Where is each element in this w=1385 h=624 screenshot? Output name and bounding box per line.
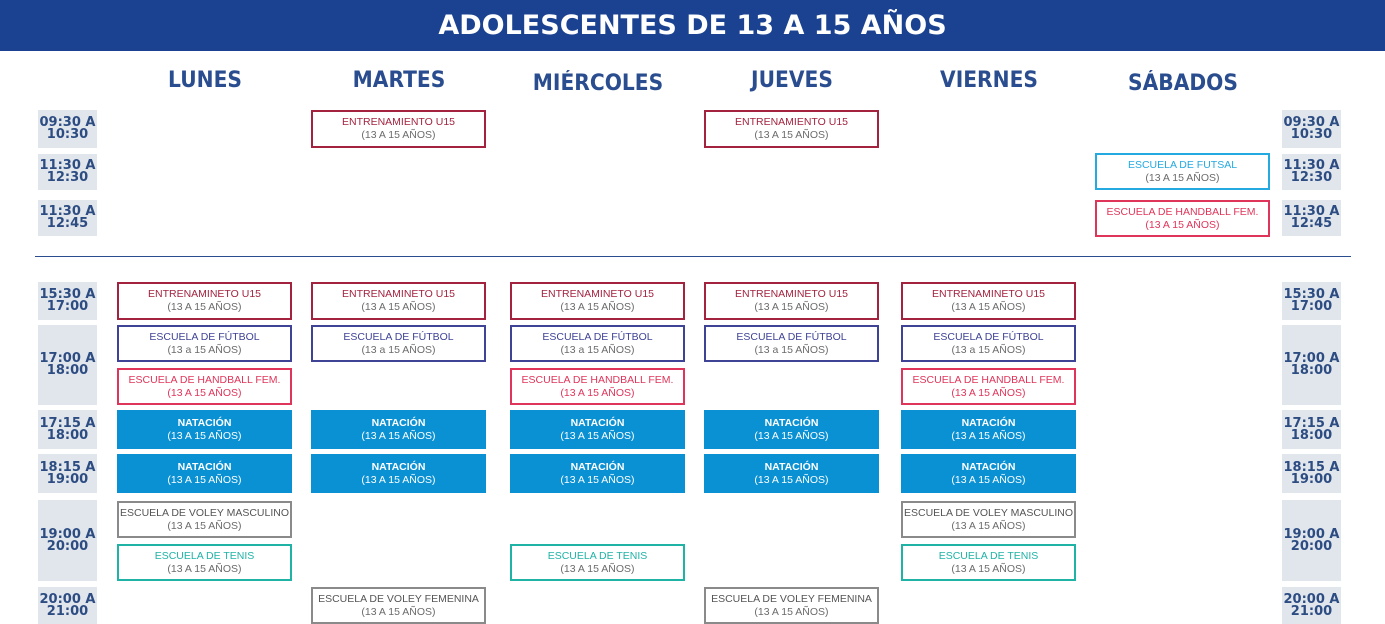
activity-card[interactable]: NATACIÓN (13 A 15 AÑOS): [704, 410, 879, 449]
time-slot-left: 17:00 A 18:00: [38, 325, 97, 405]
activity-card[interactable]: ESCUELA DE HANDBALL FEM. (13 A 15 AÑOS): [901, 368, 1076, 405]
activity-card[interactable]: NATACIÓN (13 A 15 AÑOS): [901, 454, 1076, 493]
activity-card[interactable]: ESCUELA DE HANDBALL FEM. (13 A 15 AÑOS): [510, 368, 685, 405]
time-slot-right: 17:00 A 18:00: [1282, 325, 1341, 405]
page-title: ADOLESCENTES DE 13 A 15 AÑOS: [0, 0, 1385, 51]
time-slot-left: 09:30 A 10:30: [38, 110, 97, 148]
activity-card[interactable]: ENTRENAMINETO U15 (13 A 15 AÑOS): [704, 282, 879, 320]
time-slot-left: 11:30 A 12:45: [38, 200, 97, 236]
activity-card[interactable]: ESCUELA DE FÚTBOL (13 a 15 AÑOS): [117, 325, 292, 362]
time-slot-right: 20:00 A 21:00: [1282, 587, 1341, 624]
activity-card[interactable]: ESCUELA DE TENIS (13 A 15 AÑOS): [901, 544, 1076, 581]
activity-card[interactable]: ESCUELA DE TENIS (13 A 15 AÑOS): [117, 544, 292, 581]
day-header-thursday: JUEVES: [751, 68, 833, 93]
activity-card[interactable]: ESCUELA DE FÚTBOL (13 a 15 AÑOS): [901, 325, 1076, 362]
time-slot-left: 18:15 A 19:00: [38, 454, 97, 493]
activity-card[interactable]: ESCUELA DE FÚTBOL (13 a 15 AÑOS): [510, 325, 685, 362]
time-slot-right: 11:30 A 12:45: [1282, 200, 1341, 236]
activity-card[interactable]: ESCUELA DE HANDBALL FEM. (13 A 15 AÑOS): [1095, 200, 1270, 237]
activity-card[interactable]: NATACIÓN (13 A 15 AÑOS): [311, 410, 486, 449]
activity-card[interactable]: ESCUELA DE VOLEY FEMENINA (13 A 15 AÑOS): [704, 587, 879, 624]
time-slot-left: 20:00 A 21:00: [38, 587, 97, 624]
activity-card[interactable]: ENTRENAMIENTO U15 (13 A 15 AÑOS): [311, 110, 486, 148]
time-slot-right: 18:15 A 19:00: [1282, 454, 1341, 493]
activity-card[interactable]: ENTRENAMINETO U15 (13 A 15 AÑOS): [510, 282, 685, 320]
activity-card[interactable]: NATACIÓN (13 A 15 AÑOS): [704, 454, 879, 493]
time-slot-right: 09:30 A 10:30: [1282, 110, 1341, 148]
time-slot-left: 15:30 A 17:00: [38, 282, 97, 320]
time-slot-right: 19:00 A 20:00: [1282, 500, 1341, 581]
day-header-wednesday: MIÉRCOLES: [532, 71, 664, 96]
day-header-monday: LUNES: [168, 68, 242, 93]
activity-card[interactable]: ENTRENAMINETO U15 (13 A 15 AÑOS): [117, 282, 292, 320]
activity-card[interactable]: NATACIÓN (13 A 15 AÑOS): [901, 410, 1076, 449]
day-header-saturday: SÁBADOS: [1128, 71, 1238, 96]
activity-card[interactable]: NATACIÓN (13 A 15 AÑOS): [510, 454, 685, 493]
time-slot-right: 11:30 A 12:30: [1282, 154, 1341, 190]
activity-card[interactable]: ESCUELA DE HANDBALL FEM. (13 A 15 AÑOS): [117, 368, 292, 405]
activity-card[interactable]: ESCUELA DE FUTSAL (13 A 15 AÑOS): [1095, 153, 1270, 190]
activity-card[interactable]: ENTRENAMIENTO U15 (13 A 15 AÑOS): [704, 110, 879, 148]
activity-card[interactable]: ENTRENAMINETO U15 (13 A 15 AÑOS): [901, 282, 1076, 320]
activity-card[interactable]: ESCUELA DE VOLEY MASCULINO (13 A 15 AÑOS): [901, 501, 1076, 538]
activity-card[interactable]: ESCUELA DE FÚTBOL (13 a 15 AÑOS): [311, 325, 486, 362]
activity-card[interactable]: ESCUELA DE TENIS (13 A 15 AÑOS): [510, 544, 685, 581]
time-slot-left: 17:15 A 18:00: [38, 410, 97, 449]
time-slot-right: 15:30 A 17:00: [1282, 282, 1341, 320]
activity-card[interactable]: ESCUELA DE VOLEY MASCULINO (13 A 15 AÑOS): [117, 501, 292, 538]
activity-card[interactable]: ENTRENAMINETO U15 (13 A 15 AÑOS): [311, 282, 486, 320]
activity-card[interactable]: NATACIÓN (13 A 15 AÑOS): [117, 410, 292, 449]
section-divider: [35, 256, 1351, 257]
time-slot-left: 11:30 A 12:30: [38, 154, 97, 190]
activity-card[interactable]: NATACIÓN (13 A 15 AÑOS): [117, 454, 292, 493]
activity-card[interactable]: NATACIÓN (13 A 15 AÑOS): [311, 454, 486, 493]
activity-card[interactable]: NATACIÓN (13 A 15 AÑOS): [510, 410, 685, 449]
time-slot-right: 17:15 A 18:00: [1282, 410, 1341, 449]
activity-card[interactable]: ESCUELA DE FÚTBOL (13 a 15 AÑOS): [704, 325, 879, 362]
day-header-tuesday: MARTES: [352, 68, 446, 93]
activity-card[interactable]: ESCUELA DE VOLEY FEMENINA (13 A 15 AÑOS): [311, 587, 486, 624]
day-header-friday: VIERNES: [940, 68, 1038, 93]
time-slot-left: 19:00 A 20:00: [38, 500, 97, 581]
